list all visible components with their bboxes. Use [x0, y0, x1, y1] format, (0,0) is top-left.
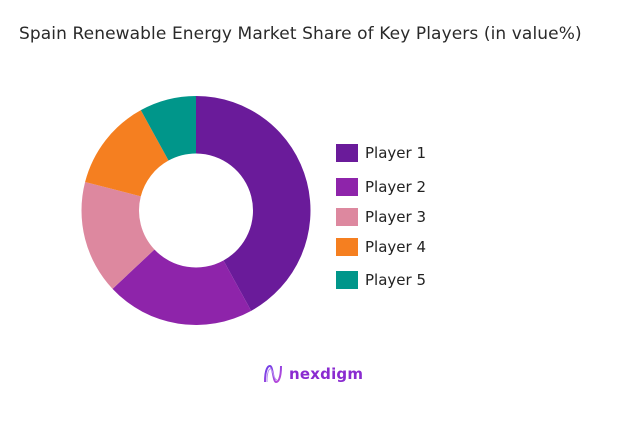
legend-label: Player 4: [365, 238, 426, 256]
legend-item-player-1: Player 1: [336, 143, 426, 163]
legend-item-player-5: Player 5: [336, 270, 426, 290]
logo-text: nexdigm: [289, 365, 364, 383]
nexdigm-wave-icon: [264, 364, 282, 384]
donut-slice-player-1: [196, 96, 311, 311]
donut-slice-player-2: [112, 249, 252, 326]
legend-swatch: [336, 144, 358, 162]
legend-swatch: [336, 238, 358, 256]
legend-item-player-2: Player 2: [336, 177, 426, 197]
legend-swatch: [336, 208, 358, 226]
legend-swatch: [336, 271, 358, 289]
donut-slices: [81, 96, 311, 326]
donut-slice-player-5: [140, 96, 196, 161]
donut-slice-player-4: [85, 110, 169, 197]
chart-title: Spain Renewable Energy Market Share of K…: [19, 24, 582, 44]
legend-label: Player 1: [365, 144, 426, 162]
nexdigm-logo: nexdigm: [262, 363, 363, 385]
legend-item-player-4: Player 4: [336, 237, 426, 257]
legend-label: Player 5: [365, 271, 426, 289]
donut-slice-player-3: [81, 182, 155, 289]
legend-item-player-3: Player 3: [336, 207, 426, 227]
legend-swatch: [336, 178, 358, 196]
legend-label: Player 3: [365, 208, 426, 226]
legend-label: Player 2: [365, 178, 426, 196]
